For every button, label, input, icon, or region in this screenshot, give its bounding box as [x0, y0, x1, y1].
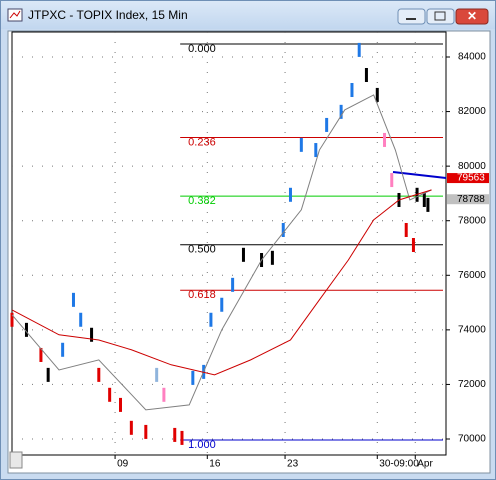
fib-label: 0.382 [188, 195, 216, 207]
price-bar [350, 83, 354, 98]
close-button[interactable] [455, 8, 489, 25]
price-bar [119, 397, 122, 412]
price-bar [299, 137, 303, 152]
price-bar [411, 238, 415, 253]
x-tick-label: 30-09:00 [379, 459, 419, 470]
y-tick-label: 70000 [458, 434, 486, 445]
y-tick-label: 84000 [458, 52, 486, 63]
price-bar [288, 187, 292, 202]
price-tag-label: 79563 [457, 173, 485, 184]
fib-label: 0.500 [188, 244, 216, 256]
x-tick-label: 16 [209, 459, 221, 470]
price-bar [357, 42, 361, 57]
y-tick-label: 72000 [458, 379, 486, 390]
chart-content: 70000 72000 74000 76000 78000 80000 82000 84000… [10, 32, 489, 470]
maximize-glyph [434, 11, 446, 21]
y-tick-label: 74000 [458, 325, 486, 336]
price-bar [390, 173, 394, 188]
price-tag-label: 78788 [457, 194, 485, 205]
price-bar [162, 387, 166, 402]
price-bar [325, 117, 329, 132]
scroll-handle[interactable] [9, 451, 23, 469]
price-bar [426, 197, 430, 212]
price-bar [270, 250, 274, 265]
price-bar [129, 420, 133, 435]
price-bar [383, 132, 387, 147]
y-tick-label: 78000 [458, 215, 486, 226]
fib-label: 0.618 [188, 289, 216, 301]
moving-average [11, 189, 432, 376]
price-bar [314, 143, 318, 158]
price-bar [281, 222, 285, 237]
price-bar [10, 312, 14, 327]
app-icon-glyph [9, 10, 21, 19]
price-bar [24, 322, 28, 337]
price-bar [241, 247, 245, 262]
fib-label: 1.000 [188, 439, 216, 451]
price-bar [375, 87, 379, 102]
price-bar [422, 192, 426, 207]
y-tick-label: 76000 [458, 270, 486, 281]
minimize-button[interactable] [397, 8, 426, 25]
price-bar [209, 312, 213, 327]
price-bar [39, 347, 43, 362]
price-bar [231, 277, 235, 292]
price-bar [90, 327, 94, 342]
price-bar [61, 342, 65, 357]
window-title: JTPXC - TOPIX Index, 15 Min [28, 8, 188, 22]
price-tag [447, 194, 489, 205]
price-bar [46, 367, 50, 382]
price-bar [191, 370, 195, 385]
x-tick-label: Apr [417, 459, 433, 470]
y-tick-label: 80000 [458, 161, 486, 172]
x-tick-label: 23 [287, 459, 299, 470]
maximize-button[interactable] [426, 8, 455, 25]
price-tag [447, 173, 489, 184]
price-bar [173, 427, 177, 442]
price-bar [339, 104, 343, 119]
price-bar [155, 367, 159, 382]
plot-area [11, 31, 447, 456]
price-bar [71, 292, 75, 307]
price-bar [79, 312, 83, 327]
price-bar [108, 387, 112, 402]
moving-average [11, 94, 432, 411]
minimize-glyph [406, 18, 416, 20]
price-bar [364, 68, 368, 83]
price-bar [220, 297, 224, 312]
x-tick-label: 09 [117, 459, 129, 470]
app-icon [7, 8, 23, 22]
price-bar [144, 424, 148, 439]
close-glyph: ✕ [467, 9, 477, 23]
y-tick-label: 82000 [458, 106, 486, 117]
price-bar [97, 367, 101, 382]
fib-label: 0.236 [188, 136, 216, 148]
price-bar [180, 430, 184, 445]
price-bar [404, 222, 408, 237]
fib-label: 0.000 [188, 43, 216, 55]
